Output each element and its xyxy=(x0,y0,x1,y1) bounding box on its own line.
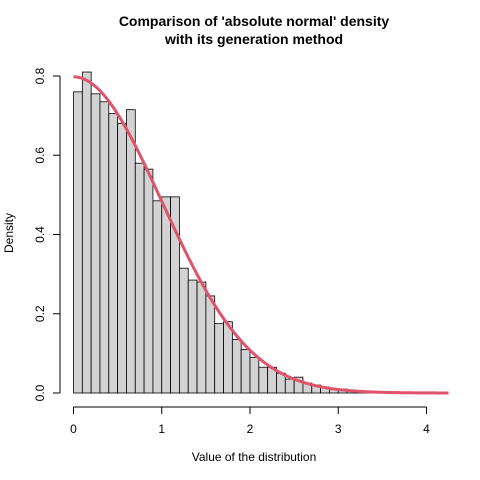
histogram-bar xyxy=(240,349,251,394)
y-tick-label: 0.2 xyxy=(33,305,47,322)
histogram-bar xyxy=(108,113,119,394)
x-axis: 0 1 2 3 4 xyxy=(70,406,430,436)
histogram-bar xyxy=(284,378,295,394)
x-axis-label: Value of the distribution xyxy=(192,450,317,464)
histogram-bar xyxy=(187,279,198,394)
y-tick-label: 0.0 xyxy=(33,384,47,401)
histogram-bar xyxy=(214,323,224,394)
histogram-bar xyxy=(196,281,207,394)
histogram-bar xyxy=(90,93,101,394)
histogram-bars xyxy=(73,71,374,394)
histogram-bar xyxy=(161,196,171,394)
histogram-bar xyxy=(134,162,145,394)
histogram-bar xyxy=(258,366,269,394)
x-tick-label: 3 xyxy=(335,422,342,436)
histogram-bar xyxy=(99,101,110,394)
y-tick-label: 0.4 xyxy=(33,226,47,243)
y-tick-label: 0.8 xyxy=(33,67,47,84)
y-axis: 0.0 0.2 0.4 0.6 0.8 xyxy=(33,67,61,401)
histogram-bar xyxy=(223,321,233,394)
density-curve xyxy=(73,75,449,395)
histogram-bar xyxy=(231,339,242,394)
x-tick-label: 2 xyxy=(247,422,254,436)
histogram-bar xyxy=(81,71,92,394)
histogram-bar xyxy=(249,356,260,394)
y-axis-label: Density xyxy=(2,213,16,253)
histogram-bar xyxy=(178,267,189,394)
x-tick-label: 0 xyxy=(70,422,77,436)
x-tick-label: 1 xyxy=(158,422,165,436)
histogram-bar xyxy=(152,200,163,394)
histogram-bar xyxy=(126,109,136,394)
histogram-bar xyxy=(117,123,127,394)
histogram-bar xyxy=(73,91,83,394)
chart-title-line-2: with its generation method xyxy=(164,31,343,47)
y-tick-label: 0.6 xyxy=(33,147,47,164)
chart-title-line-1: Comparison of 'absolute normal' density xyxy=(119,13,390,29)
x-tick-label: 4 xyxy=(423,422,430,436)
histogram-bar xyxy=(205,295,216,394)
histogram-bar xyxy=(143,168,154,394)
